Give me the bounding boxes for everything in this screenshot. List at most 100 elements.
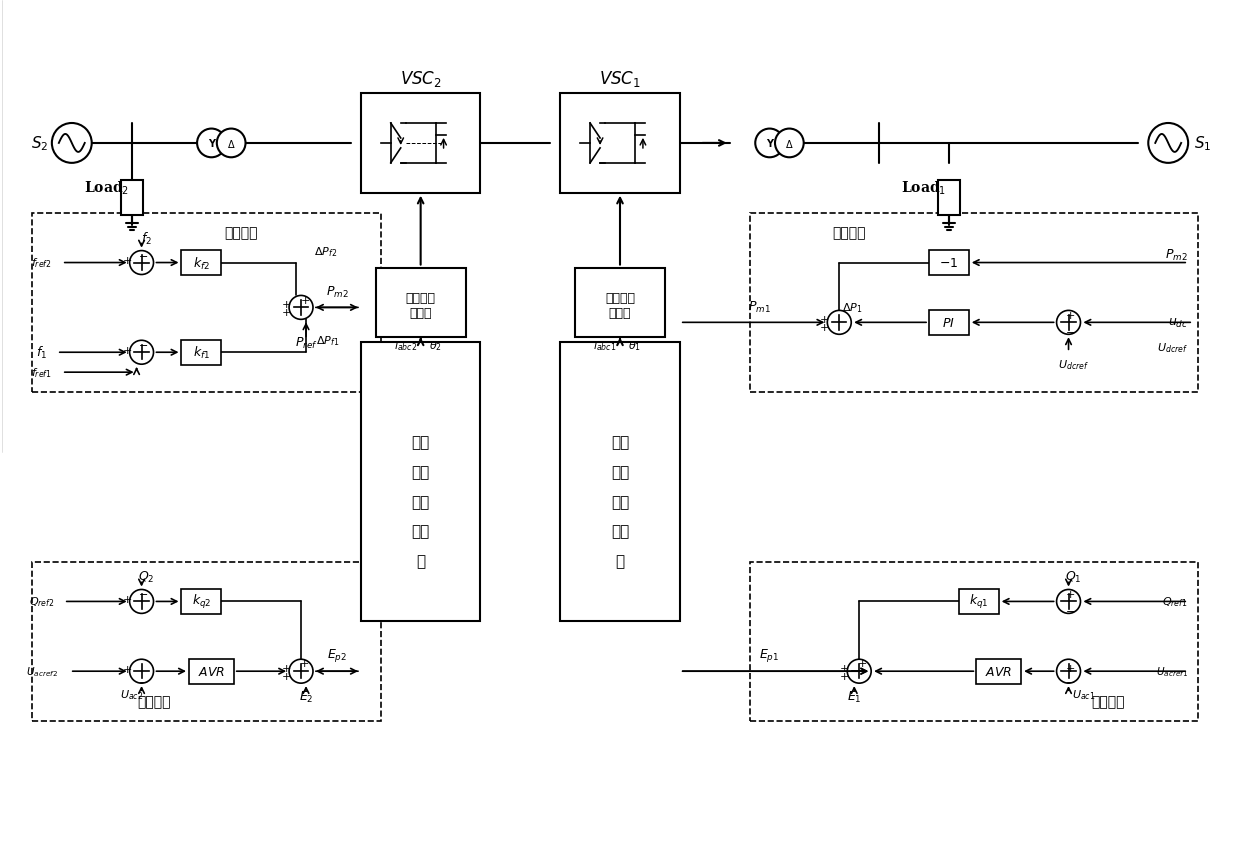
Text: $Q_2$: $Q_2$ xyxy=(139,569,155,584)
Text: $+$: $+$ xyxy=(839,670,849,681)
Circle shape xyxy=(52,124,92,164)
Bar xyxy=(181,341,221,366)
Text: $E_1$: $E_1$ xyxy=(847,688,862,704)
Circle shape xyxy=(755,130,784,158)
Bar xyxy=(361,343,480,622)
Bar xyxy=(976,659,1022,684)
Circle shape xyxy=(217,130,246,158)
Text: $P_{m2}$: $P_{m2}$ xyxy=(1166,248,1188,262)
Text: $i_{abc2}$: $i_{abc2}$ xyxy=(394,339,418,353)
Circle shape xyxy=(775,130,804,158)
Text: $-$: $-$ xyxy=(1065,605,1075,614)
Circle shape xyxy=(1056,590,1080,613)
Circle shape xyxy=(130,659,154,683)
Text: $Q_{ref2}$: $Q_{ref2}$ xyxy=(29,595,55,608)
Text: $P_{ref}$: $P_{ref}$ xyxy=(295,336,317,350)
Text: $-1$: $-1$ xyxy=(940,256,959,270)
Text: $AVR$: $AVR$ xyxy=(985,665,1012,678)
Text: $+$: $+$ xyxy=(300,295,310,306)
Text: $PI$: $PI$ xyxy=(942,316,955,330)
Text: 无功调节: 无功调节 xyxy=(138,694,171,708)
Text: $+$: $+$ xyxy=(1065,662,1075,673)
Text: $\theta_2$: $\theta_2$ xyxy=(429,339,443,353)
Text: 虚拟: 虚拟 xyxy=(611,435,629,449)
Text: 机本: 机本 xyxy=(611,495,629,509)
Text: $\Delta$: $\Delta$ xyxy=(785,138,794,150)
Text: Load$_1$: Load$_1$ xyxy=(901,180,946,198)
Text: $k_{f2}$: $k_{f2}$ xyxy=(193,256,210,271)
Text: $+$: $+$ xyxy=(820,314,830,325)
Text: 机本: 机本 xyxy=(412,495,430,509)
Text: $U_{acref2}$: $U_{acref2}$ xyxy=(26,665,58,678)
Text: $+$: $+$ xyxy=(122,255,131,266)
Text: 有功调节: 有功调节 xyxy=(224,227,258,240)
Bar xyxy=(188,659,234,684)
Text: $VSC_1$: $VSC_1$ xyxy=(599,69,641,89)
Text: Y: Y xyxy=(766,139,773,149)
Text: Load$_2$: Load$_2$ xyxy=(84,180,129,198)
Text: 法: 法 xyxy=(615,555,625,569)
Text: $U_{ac2}$: $U_{ac2}$ xyxy=(120,688,144,701)
Bar xyxy=(575,268,665,338)
Text: $E_2$: $E_2$ xyxy=(299,688,314,704)
Text: $\Delta P_{f1}$: $\Delta P_{f1}$ xyxy=(316,334,340,348)
Text: 体算: 体算 xyxy=(611,525,629,539)
Text: $P_{m1}$: $P_{m1}$ xyxy=(748,300,771,315)
Text: $VSC_2$: $VSC_2$ xyxy=(399,69,441,89)
Text: 及调制: 及调制 xyxy=(609,307,631,320)
Text: $f_1$: $f_1$ xyxy=(36,345,47,361)
Text: $-$: $-$ xyxy=(139,676,149,685)
Text: $f_{ref2}$: $f_{ref2}$ xyxy=(31,256,52,270)
Bar xyxy=(937,181,960,216)
Text: $S_2$: $S_2$ xyxy=(31,135,48,153)
Text: $k_{q1}$: $k_{q1}$ xyxy=(970,593,988,611)
Circle shape xyxy=(130,251,154,275)
Text: $E_{p1}$: $E_{p1}$ xyxy=(759,647,780,664)
Text: $U_{ac1}$: $U_{ac1}$ xyxy=(1071,688,1095,701)
Text: $-$: $-$ xyxy=(1065,676,1075,685)
Text: $k_{q2}$: $k_{q2}$ xyxy=(192,593,211,611)
Text: $+$: $+$ xyxy=(820,321,830,332)
Bar xyxy=(361,94,480,193)
Text: $f_{ref1}$: $f_{ref1}$ xyxy=(31,366,52,380)
Circle shape xyxy=(1056,311,1080,335)
Text: $-$: $-$ xyxy=(139,339,149,348)
Text: 虚拟: 虚拟 xyxy=(412,435,430,449)
Text: $U_{dcref}$: $U_{dcref}$ xyxy=(1157,341,1188,354)
Text: $+$: $+$ xyxy=(299,657,309,668)
Text: $+$: $+$ xyxy=(281,298,291,309)
Text: $+$: $+$ xyxy=(839,662,849,673)
Bar xyxy=(749,214,1198,393)
Bar xyxy=(929,250,968,276)
Bar xyxy=(181,590,221,614)
Text: $+$: $+$ xyxy=(122,344,131,355)
Bar xyxy=(181,250,221,276)
Bar xyxy=(560,343,680,622)
Bar xyxy=(749,562,1198,721)
Text: $\Delta$: $\Delta$ xyxy=(227,138,236,150)
Text: $E_{p2}$: $E_{p2}$ xyxy=(327,647,347,664)
Text: $P_{m2}$: $P_{m2}$ xyxy=(326,285,348,300)
Text: $+$: $+$ xyxy=(857,657,867,668)
Circle shape xyxy=(847,659,872,683)
Text: 同步: 同步 xyxy=(412,465,430,480)
Bar xyxy=(376,268,465,338)
Text: 法: 法 xyxy=(417,555,425,569)
Circle shape xyxy=(197,130,226,158)
Text: $S_1$: $S_1$ xyxy=(1194,135,1211,153)
Circle shape xyxy=(1148,124,1188,164)
Text: $+$: $+$ xyxy=(281,307,291,318)
Text: 同步: 同步 xyxy=(611,465,629,480)
Text: $+$: $+$ xyxy=(122,663,131,674)
Circle shape xyxy=(289,296,312,320)
Text: 有功调节: 有功调节 xyxy=(832,227,866,240)
Text: $U_{acref1}$: $U_{acref1}$ xyxy=(1156,665,1188,678)
Text: $-$: $-$ xyxy=(139,250,149,259)
Text: $u_{dc}$: $u_{dc}$ xyxy=(1168,316,1188,330)
Text: $\Delta P_{f2}$: $\Delta P_{f2}$ xyxy=(315,245,337,258)
Text: $U_{dcref}$: $U_{dcref}$ xyxy=(1058,358,1089,371)
Bar xyxy=(929,310,968,336)
Circle shape xyxy=(289,659,312,683)
Text: $Q_{ref1}$: $Q_{ref1}$ xyxy=(1162,595,1188,608)
Text: $-$: $-$ xyxy=(1065,326,1075,336)
